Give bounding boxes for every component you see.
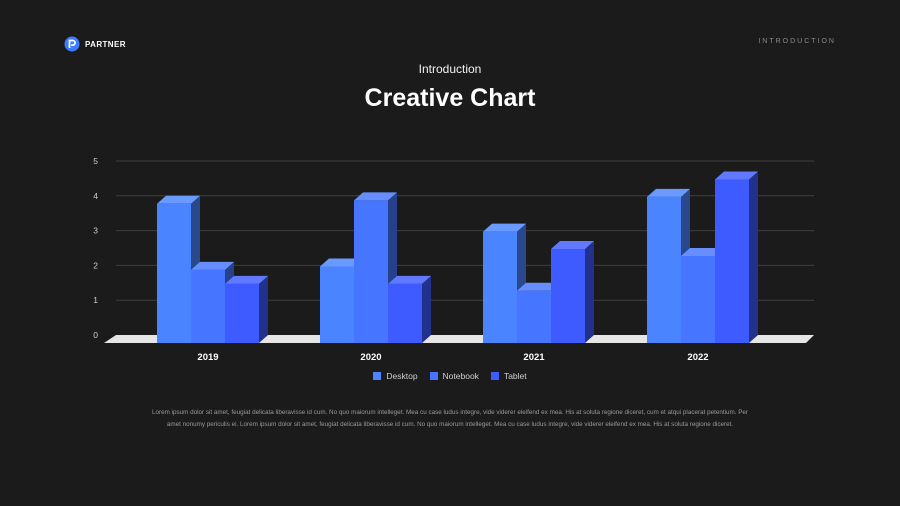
chart-floor-plane: [104, 335, 814, 343]
x-tick-label: 2020: [360, 352, 381, 363]
bar-front-face: [354, 200, 388, 343]
bar-front-face: [715, 179, 749, 343]
bar-top-face: [191, 261, 234, 270]
section-nav-label[interactable]: INTRODUCTION: [758, 38, 836, 45]
y-tick-label: 2: [93, 260, 98, 270]
bar-front-face: [483, 231, 517, 343]
x-tick-label: 2021: [523, 352, 545, 363]
bar-top-face: [715, 171, 758, 180]
bar-top-face: [551, 241, 594, 250]
y-tick-label: 4: [93, 191, 98, 201]
legend-label: Notebook: [442, 371, 479, 381]
y-axis-labels: 0 1 2 3 4 5: [93, 156, 98, 340]
legend-swatch: [373, 372, 382, 380]
legend-item: Desktop: [373, 371, 418, 381]
chart-floor: [104, 335, 814, 343]
bar: [551, 241, 594, 343]
bar-front-face: [157, 203, 191, 343]
bar-top-face: [354, 192, 397, 201]
legend-label: Desktop: [386, 371, 418, 381]
y-tick-label: 3: [93, 226, 98, 236]
bar: [388, 275, 431, 343]
bar-top-face: [647, 188, 690, 197]
x-tick-label: 2019: [197, 352, 218, 363]
bar-side-face: [259, 275, 268, 343]
bar-front-face: [517, 290, 551, 343]
bar-top-face: [517, 282, 560, 291]
legend-swatch: [490, 372, 499, 380]
x-tick-label: 2022: [687, 352, 708, 363]
legend-label: Tablet: [503, 371, 527, 381]
bar: [225, 275, 268, 343]
y-tick-label: 0: [93, 330, 98, 340]
partner-logo-icon: [64, 36, 80, 52]
bar-top-face: [320, 258, 363, 267]
bar-front-face: [225, 283, 259, 343]
bar-side-face: [422, 275, 431, 343]
y-tick-label: 5: [93, 156, 98, 166]
x-axis-labels: 2019 2020 2021 2022: [197, 352, 708, 363]
brand-name: PARTNER: [85, 39, 126, 49]
bar-front-face: [551, 249, 585, 343]
chart-bars: [157, 171, 758, 343]
bar-front-face: [388, 283, 422, 343]
bar-side-face: [585, 241, 594, 343]
bar-front-face: [681, 256, 715, 343]
bar-front-face: [647, 196, 681, 343]
bar-top-face: [388, 275, 431, 284]
bar-top-face: [483, 223, 526, 232]
slide-subtitle: Introduction: [418, 62, 482, 76]
y-tick-label: 1: [93, 295, 98, 305]
legend-item: Tablet: [490, 371, 527, 381]
legend-item: Notebook: [429, 371, 479, 381]
chart-legend: Desktop Notebook Tablet: [0, 371, 900, 381]
body-paragraph: Lorem ipsum dolor sit amet, feugiat deli…: [151, 409, 749, 428]
bar: [715, 171, 758, 343]
legend-swatch: [429, 372, 438, 380]
brand-logo: PARTNER: [64, 36, 126, 52]
bar-front-face: [320, 266, 354, 343]
bar-front-face: [191, 269, 225, 343]
bar-top-face: [681, 248, 724, 256]
slide-title: Creative Chart: [364, 84, 536, 112]
bar-top-face: [225, 275, 268, 284]
bar-side-face: [749, 171, 758, 343]
bar-top-face: [157, 195, 200, 204]
